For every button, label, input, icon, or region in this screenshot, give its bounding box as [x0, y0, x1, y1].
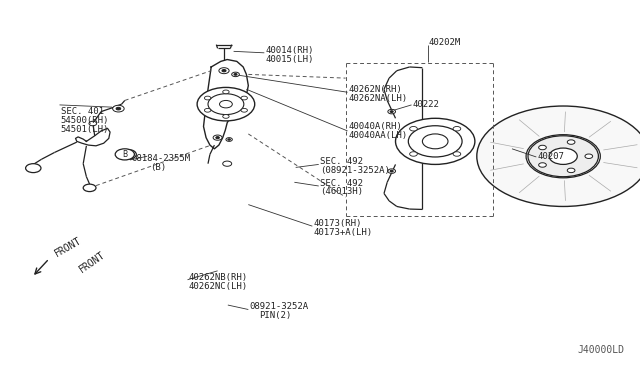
- Text: (B): (B): [150, 163, 166, 172]
- Text: 54501(LH): 54501(LH): [61, 125, 109, 134]
- Text: 54500(RH): 54500(RH): [61, 116, 109, 125]
- Circle shape: [390, 111, 393, 112]
- Circle shape: [539, 145, 547, 150]
- Circle shape: [396, 118, 475, 164]
- Circle shape: [222, 70, 226, 72]
- Circle shape: [223, 90, 229, 94]
- Text: 40262NC(LH): 40262NC(LH): [189, 282, 248, 291]
- Circle shape: [528, 136, 598, 177]
- Text: 40207: 40207: [538, 152, 564, 161]
- Circle shape: [204, 96, 211, 100]
- Text: SEC. 401: SEC. 401: [61, 107, 104, 116]
- Circle shape: [223, 115, 229, 118]
- Circle shape: [197, 87, 255, 121]
- Circle shape: [26, 164, 41, 173]
- Circle shape: [89, 121, 97, 126]
- Text: 40202M: 40202M: [429, 38, 461, 47]
- Circle shape: [216, 137, 220, 139]
- Circle shape: [226, 138, 232, 141]
- Text: SEC. 492: SEC. 492: [320, 179, 363, 187]
- Circle shape: [228, 139, 230, 140]
- Circle shape: [223, 161, 232, 166]
- Circle shape: [410, 126, 417, 131]
- Text: (08921-3252A): (08921-3252A): [320, 166, 390, 175]
- Text: 40262NB(RH): 40262NB(RH): [189, 273, 248, 282]
- Circle shape: [234, 74, 237, 75]
- Text: 08921-3252A: 08921-3252A: [250, 302, 308, 311]
- Text: (46013H): (46013H): [320, 187, 363, 196]
- Text: 40173(RH): 40173(RH): [314, 219, 362, 228]
- Text: J40000LD: J40000LD: [577, 345, 624, 355]
- Circle shape: [120, 150, 136, 159]
- Circle shape: [241, 96, 248, 100]
- Circle shape: [567, 168, 575, 173]
- Text: PIN(2): PIN(2): [259, 311, 291, 320]
- Circle shape: [204, 109, 211, 112]
- Circle shape: [213, 135, 222, 140]
- Text: B: B: [122, 150, 127, 159]
- Circle shape: [567, 140, 575, 144]
- Circle shape: [113, 105, 124, 112]
- Circle shape: [422, 134, 448, 149]
- Circle shape: [388, 169, 396, 173]
- Text: 40040AA(LH): 40040AA(LH): [349, 131, 408, 140]
- Circle shape: [549, 148, 577, 164]
- Text: 40262N(RH): 40262N(RH): [349, 85, 403, 94]
- Circle shape: [232, 72, 239, 77]
- Circle shape: [388, 109, 396, 114]
- Circle shape: [408, 126, 462, 157]
- Text: 40015(LH): 40015(LH): [266, 55, 314, 64]
- Text: 40040A(RH): 40040A(RH): [349, 122, 403, 131]
- Circle shape: [410, 152, 417, 156]
- Circle shape: [208, 94, 244, 115]
- Text: FRONT: FRONT: [77, 250, 107, 275]
- Circle shape: [526, 135, 600, 178]
- Circle shape: [219, 68, 229, 74]
- Circle shape: [453, 126, 461, 131]
- Circle shape: [585, 154, 593, 158]
- Circle shape: [241, 109, 248, 112]
- Circle shape: [390, 170, 393, 172]
- Text: SEC. 492: SEC. 492: [320, 157, 363, 166]
- Circle shape: [220, 100, 232, 108]
- Circle shape: [83, 184, 96, 192]
- Circle shape: [453, 152, 461, 156]
- Text: 40222: 40222: [413, 100, 440, 109]
- Text: FRONT: FRONT: [52, 235, 83, 259]
- Circle shape: [539, 163, 547, 167]
- Text: 40173+A(LH): 40173+A(LH): [314, 228, 372, 237]
- Text: B: B: [125, 150, 131, 159]
- Circle shape: [115, 149, 134, 160]
- Text: 40262NA(LH): 40262NA(LH): [349, 94, 408, 103]
- Text: 08184-2355M: 08184-2355M: [131, 154, 190, 163]
- Text: 40014(RH): 40014(RH): [266, 46, 314, 55]
- Circle shape: [477, 106, 640, 206]
- Circle shape: [116, 107, 121, 110]
